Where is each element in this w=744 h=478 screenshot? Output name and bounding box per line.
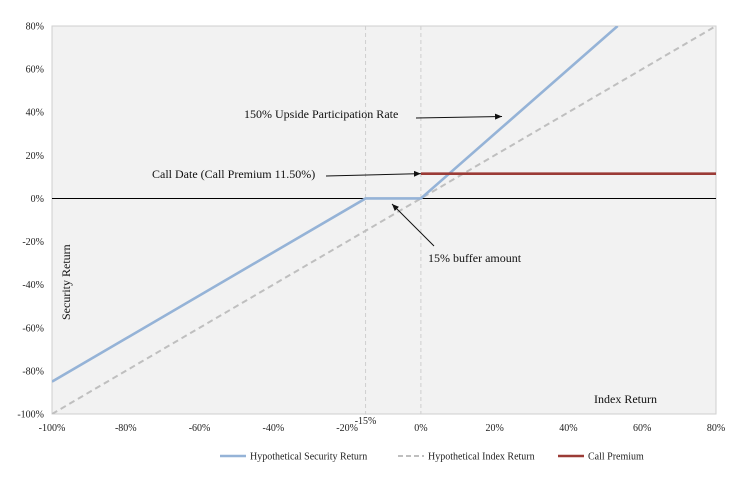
annotation-arrow-1 <box>325 170 421 177</box>
annotation-text-0: 150% Upside Participation Rate <box>244 107 398 121</box>
y-tick-label: 80% <box>26 22 44 33</box>
buffer-tick-label: -15% <box>355 416 377 427</box>
x-tick-label: -80% <box>115 423 137 434</box>
y-tick-label: 40% <box>26 108 44 119</box>
x-tick-label: -60% <box>189 423 211 434</box>
y-tick-label: -20% <box>22 237 44 248</box>
annotation-arrow-0 <box>415 113 503 120</box>
legend: Hypothetical Security Return Hypothetical… <box>220 452 644 463</box>
y-tick-label: -100% <box>17 410 44 421</box>
legend-label-2: Call Premium <box>588 452 644 463</box>
annotation-text-1: Call Date (Call Premium 11.50%) <box>152 167 315 181</box>
x-tick-label: -100% <box>39 423 66 434</box>
x-tick-label: -40% <box>262 423 284 434</box>
y-tick-label: -40% <box>22 280 44 291</box>
series-line-1 <box>52 26 716 414</box>
x-tick-label: -20% <box>336 423 358 434</box>
y-axis-title: Security Return <box>59 244 73 320</box>
annotation-arrow-2 <box>391 203 435 247</box>
y-tick-label: -60% <box>22 323 44 334</box>
x-tick-label: 0% <box>414 423 427 434</box>
x-tick-label: 40% <box>559 423 577 434</box>
x-tick-label: 60% <box>633 423 651 434</box>
x-tick-label: 20% <box>485 423 503 434</box>
legend-label-1: Hypothetical Index Return <box>428 452 535 463</box>
series-line-0 <box>52 26 619 383</box>
y-tick-label: 0% <box>31 194 44 205</box>
y-tick-label: 60% <box>26 65 44 76</box>
legend-label-0: Hypothetical Security Return <box>250 452 367 463</box>
y-tick-label: -80% <box>22 366 44 377</box>
x-axis-title: Index Return <box>594 392 657 406</box>
annotation-text-2: 15% buffer amount <box>428 251 522 265</box>
y-tick-label: 20% <box>26 151 44 162</box>
x-tick-label: 80% <box>707 423 725 434</box>
